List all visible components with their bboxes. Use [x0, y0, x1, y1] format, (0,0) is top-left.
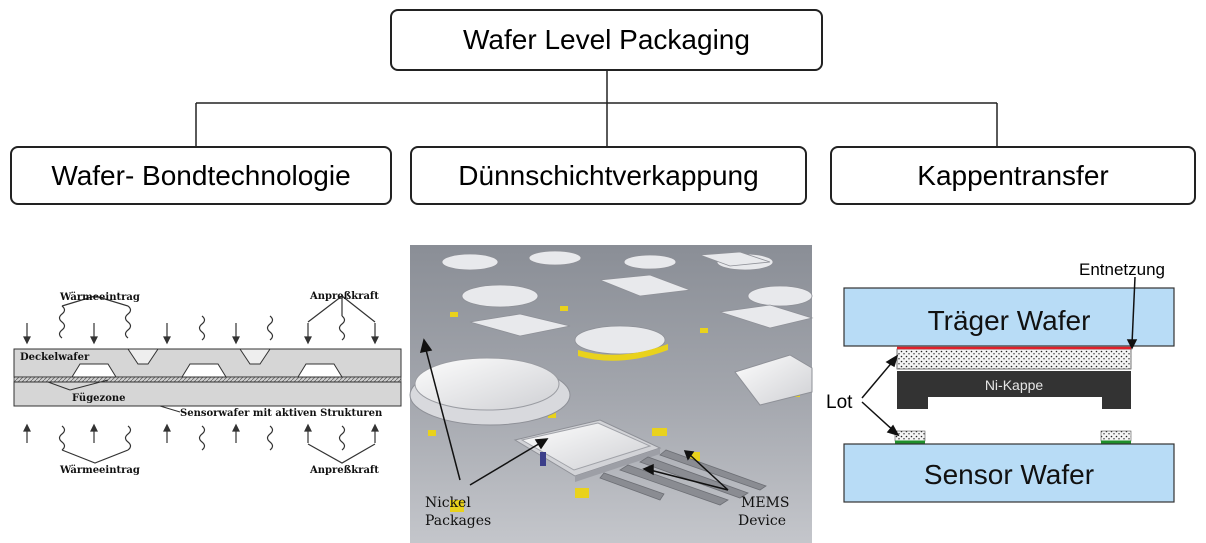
label-sensor-wafer: Sensorwafer mit aktiven Strukturen — [180, 408, 383, 419]
label-mems-1: MEMS — [741, 495, 789, 511]
cavities — [71, 348, 343, 378]
label-force-bottom: Anpreßkraft — [309, 465, 379, 476]
label-cap-wafer: Deckelwafer — [20, 352, 90, 363]
label-ni-cap: Ni-Kappe — [985, 377, 1044, 393]
right-package — [734, 354, 813, 406]
label-carrier-wafer: Träger Wafer — [928, 305, 1091, 336]
mems-beams — [599, 449, 767, 506]
top-force-arrows — [23, 323, 379, 345]
label-mems-2: Device — [738, 513, 786, 529]
bottom-force-arrows — [23, 423, 379, 443]
label-joint-zone: Fügezone — [72, 393, 126, 404]
branch-label: Wafer- Bondtechnologie — [51, 159, 351, 191]
carrier-wafer — [843, 287, 1175, 347]
solder-pad-left — [894, 430, 926, 442]
ni-cap — [897, 371, 1131, 409]
label-leaders — [47, 379, 181, 413]
solder-pad-right — [1100, 430, 1132, 442]
branch-label: Dünnschichtverkappung — [458, 159, 759, 191]
label-solder: Lot — [826, 392, 853, 413]
solder-layer — [896, 348, 1132, 370]
label-nickel-1: Nickel — [425, 495, 471, 511]
label-dewetting: Entnetzung — [1079, 260, 1165, 279]
round-package-lid — [414, 357, 560, 411]
label-nickel-2: Packages — [425, 513, 491, 529]
figure-arrows — [419, 338, 729, 491]
heat-squiggles-bottom — [58, 425, 376, 464]
transfer-arrows — [861, 276, 1138, 437]
branch-thin-film: Dünnschichtverkappung — [410, 146, 807, 205]
root-node: Wafer Level Packaging — [390, 9, 823, 71]
label-heat-top: Wärmeeintrag — [59, 292, 140, 303]
branch-cap-transfer: Kappentransfer — [830, 146, 1196, 205]
heat-squiggles-top — [58, 295, 376, 341]
label-heat-bottom: Wärmeeintrag — [59, 465, 140, 476]
distant-packages — [441, 250, 814, 355]
label-sensor-wafer: Sensor Wafer — [924, 459, 1094, 490]
branch-wafer-bond: Wafer- Bondtechnologie — [10, 146, 392, 205]
root-label: Wafer Level Packaging — [463, 24, 750, 55]
sensor-wafer — [13, 381, 402, 407]
sensor-wafer — [843, 443, 1175, 503]
label-force-top: Anpreßkraft — [309, 291, 379, 302]
main-package — [513, 419, 767, 506]
branch-label: Kappentransfer — [917, 159, 1109, 191]
